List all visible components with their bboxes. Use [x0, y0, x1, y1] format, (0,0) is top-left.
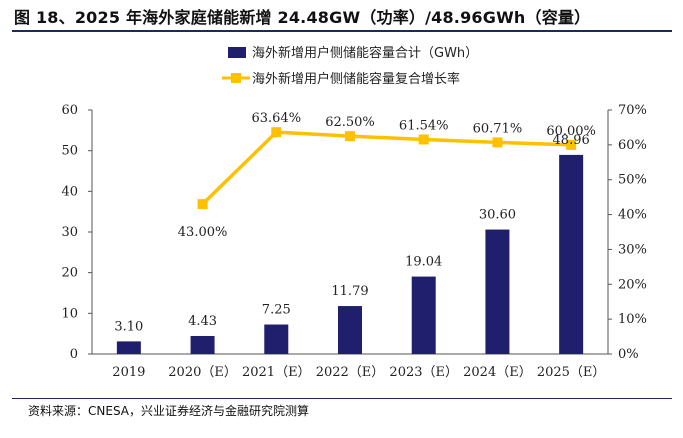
- growth-point: [345, 131, 355, 142]
- bar-value-label: 48.96: [553, 133, 590, 148]
- x-tick-label: 2020（E）: [168, 365, 237, 380]
- y-right-tick-label: 40%: [618, 208, 647, 223]
- y-right-tick-label: 10%: [618, 312, 647, 327]
- y-left-tick-label: 60: [61, 103, 78, 118]
- y-left-tick-label: 0: [70, 347, 78, 362]
- growth-value-label: 60.71%: [473, 121, 523, 136]
- y-right-tick-label: 50%: [618, 173, 647, 188]
- bar: [264, 324, 289, 354]
- growth-value-label: 60.00%: [546, 124, 596, 139]
- y-left-tick-label: 20: [61, 266, 78, 281]
- bar-value-label: 19.04: [405, 255, 442, 270]
- source-rule: [12, 398, 672, 399]
- y-left-tick-label: 30: [61, 225, 78, 240]
- x-tick-label: 2024（E）: [463, 365, 532, 380]
- bar-value-label: 3.10: [114, 319, 143, 334]
- legend-line-label: 海外新增用户侧储能容量复合增长率: [252, 71, 460, 87]
- bar-value-label: 7.25: [262, 303, 291, 318]
- bar-value-label: 11.79: [331, 284, 368, 299]
- figure-title: 图 18、2025 年海外家庭储能新增 24.48GW（功率）/48.96GWh…: [14, 8, 591, 27]
- x-tick-label: 2023（E）: [389, 365, 458, 380]
- x-tick-label: 2019: [112, 365, 145, 380]
- growth-value-label: 43.00%: [178, 225, 228, 240]
- bar: [190, 335, 215, 354]
- y-left-tick-label: 50: [61, 144, 78, 159]
- growth-line-path: [201, 130, 572, 206]
- bar: [485, 229, 510, 354]
- bars: [116, 154, 584, 354]
- growth-point: [418, 134, 429, 145]
- bar: [338, 306, 362, 354]
- title-rule: [12, 30, 672, 32]
- growth-value-label: 62.50%: [325, 115, 375, 130]
- legend-line-marker: [231, 73, 241, 83]
- bar-value-label: 30.60: [479, 208, 516, 223]
- growth-point: [492, 137, 503, 148]
- growth-line: [197, 127, 577, 210]
- legend-bar-label: 海外新增用户侧储能容量合计（GWh）: [252, 45, 478, 61]
- x-tick-label: 2022（E）: [316, 365, 385, 380]
- y-right-tick-label: 30%: [618, 242, 647, 257]
- x-tick-label: 2025（E）: [537, 365, 606, 380]
- bar-value-label: 4.43: [188, 314, 217, 329]
- y-left-tick-label: 40: [61, 184, 78, 199]
- growth-point: [566, 139, 577, 150]
- y-right-tick-label: 60%: [618, 138, 647, 153]
- y-right-tick-label: 70%: [618, 103, 647, 118]
- source-note: 资料来源：CNESA，兴业证券经济与金融研究院测算: [28, 404, 309, 418]
- growth-value-label: 61.54%: [399, 118, 449, 133]
- growth-value-label: 63.64%: [251, 111, 301, 126]
- legend-bar-swatch: [228, 47, 246, 58]
- x-tick-label: 2021（E）: [242, 365, 311, 380]
- bar: [559, 154, 584, 354]
- bar: [116, 341, 141, 354]
- y-right-tick-label: 0%: [618, 347, 639, 362]
- legend: 海外新增用户侧储能容量合计（GWh） 海外新增用户侧储能容量复合增长率: [222, 45, 478, 87]
- axes: 0 10 20 30 40 50 60 0% 10% 20% 30% 40% 50% 60% 70% 2019…: [61, 103, 646, 380]
- growth-point: [197, 199, 208, 210]
- bar: [411, 276, 436, 354]
- y-right-tick-label: 20%: [618, 277, 647, 292]
- data-labels: 3.10 4.43 7.25 11.79 19.04 30.60 48.96 43.00% 63…: [114, 111, 596, 334]
- growth-point: [271, 127, 282, 138]
- y-left-tick-label: 10: [61, 306, 78, 321]
